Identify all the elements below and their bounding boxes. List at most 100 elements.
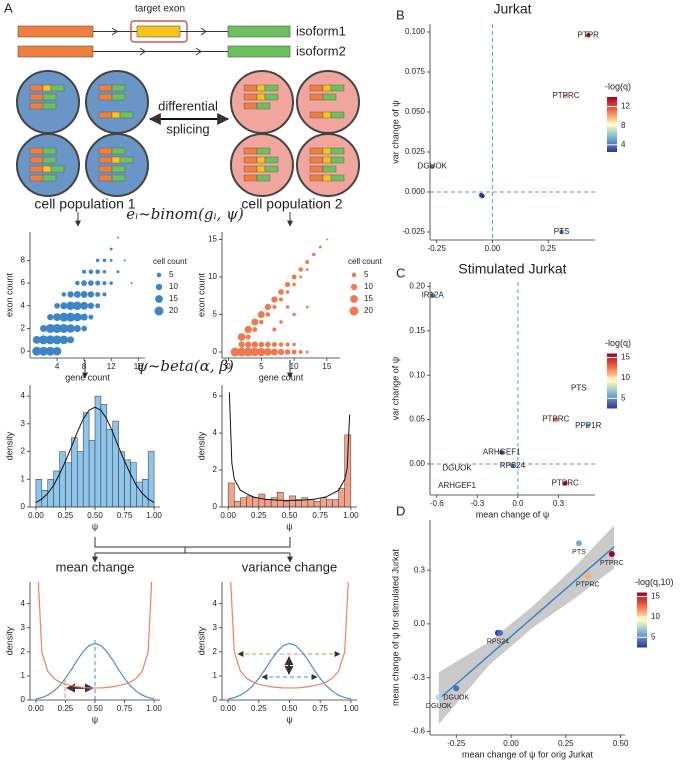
chart: 0 5 10 15 0 5 10 15 gene count exon count cell cou… <box>196 232 383 382</box>
y-tick-label: 4 <box>213 428 218 437</box>
point <box>52 323 62 333</box>
chart-title: Jurkat <box>493 1 531 17</box>
transcript-exon <box>243 93 258 101</box>
y-tick-label: 2 <box>21 447 26 456</box>
point-label: ARHGEF1 <box>483 448 521 457</box>
point <box>291 274 297 280</box>
bar <box>59 451 66 507</box>
point <box>263 348 272 356</box>
x-tick-label: 12 <box>107 362 116 371</box>
transcript-exon <box>29 174 44 182</box>
point-label: PTS <box>554 227 570 236</box>
plot-area <box>435 525 615 725</box>
plot-area <box>228 582 351 700</box>
point <box>87 291 95 298</box>
colorbar-label: 8 <box>621 121 626 130</box>
transcript-exon <box>42 102 57 110</box>
point <box>292 282 296 287</box>
point <box>454 483 460 489</box>
formula: ψ~beta(α, β) <box>136 357 234 375</box>
point <box>123 259 126 262</box>
point <box>52 335 62 345</box>
transcript-exon <box>119 111 134 119</box>
transcript-exon <box>111 147 126 155</box>
colorbar-label: 10 <box>621 373 630 382</box>
point <box>245 334 251 340</box>
y-tick-label: 6 <box>213 391 218 400</box>
bar <box>147 451 155 507</box>
legend-swatch <box>155 283 163 291</box>
x-axis-label: ψ <box>92 714 98 724</box>
point <box>278 297 284 302</box>
point <box>435 694 442 701</box>
point-label: PTPRC <box>600 560 624 567</box>
colorbar-label: 4 <box>621 140 626 149</box>
y-tick-label: 0.05 <box>409 415 425 424</box>
point <box>95 291 101 297</box>
chart: -0.25 0.00 0.25 -0.025 0.000 0.025 0.050 0.075 0… <box>390 1 631 253</box>
bar <box>332 499 339 507</box>
plot-area <box>35 582 155 700</box>
transcript-exon <box>111 156 121 164</box>
point <box>298 267 303 272</box>
point <box>586 32 591 38</box>
x-tick-label: 0.00 <box>220 511 236 520</box>
point <box>130 282 133 285</box>
y-tick-label: 4 <box>21 599 26 608</box>
point <box>318 245 322 249</box>
x-tick-label: 0.75 <box>312 511 328 520</box>
transcript-exon <box>29 84 44 92</box>
x-axis-label: ψ <box>286 714 292 724</box>
point <box>243 347 253 357</box>
transcript-exon <box>322 111 332 119</box>
point <box>244 325 252 334</box>
point <box>510 463 515 469</box>
point <box>257 311 265 318</box>
direction <box>200 27 207 36</box>
transcript-exon <box>264 165 279 173</box>
y-axis-label: density <box>4 431 14 460</box>
point <box>39 346 49 356</box>
colorbar <box>637 592 647 648</box>
x-tick-label: 1.00 <box>343 511 359 520</box>
point <box>32 346 42 356</box>
legend-label: 20 <box>364 306 373 315</box>
x-tick-label: 0.25 <box>540 244 556 253</box>
point <box>299 275 303 279</box>
point <box>584 572 591 579</box>
cell <box>85 70 149 134</box>
bar <box>234 501 241 507</box>
point <box>39 335 49 345</box>
line <box>228 642 351 700</box>
chart: -0.6 -0.3 0.0 0.3 0.00 0.05 0.10 0.15 0.20 mean c… <box>390 261 631 520</box>
x-tick-label: 5 <box>259 362 264 371</box>
y-tick-label: 1 <box>21 671 26 680</box>
legend-label: 10 <box>169 282 178 291</box>
transcript-exon <box>256 165 266 173</box>
plot-area <box>32 236 133 356</box>
y-tick-label: 0.20 <box>409 282 425 291</box>
x-axis-label: mean change of ψ for orig Jurkat <box>462 749 593 759</box>
point <box>279 320 283 324</box>
point-label: PTPRC <box>552 479 579 488</box>
point <box>87 302 95 309</box>
y-axis-label: mean change of ψ for stimulated Jurkat <box>390 549 400 706</box>
exon <box>136 25 181 38</box>
x-tick-label: 15 <box>322 362 331 371</box>
panel-label: B <box>396 7 405 22</box>
point <box>575 540 582 547</box>
point <box>88 314 94 320</box>
point <box>102 258 107 263</box>
transcript-exon <box>243 147 258 155</box>
point <box>73 290 81 298</box>
x-tick-label: -0.25 <box>447 739 466 748</box>
legend-swatch <box>351 272 357 278</box>
x-tick-label: 0 <box>226 362 231 371</box>
point <box>259 319 264 325</box>
y-axis-label: exon count <box>4 272 14 317</box>
x-axis-label: mean change of ψ <box>476 509 549 519</box>
bar <box>252 497 260 507</box>
point <box>559 229 564 235</box>
bar <box>289 495 296 507</box>
y-tick-label: 0.3 <box>414 565 426 574</box>
